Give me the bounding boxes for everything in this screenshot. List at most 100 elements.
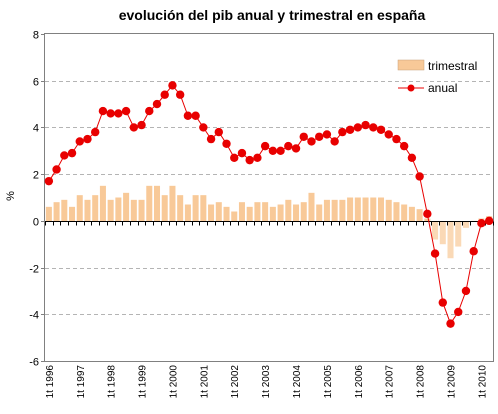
point-anual bbox=[330, 137, 339, 146]
bar-trimestral bbox=[362, 197, 369, 222]
bar-trimestral bbox=[161, 195, 168, 222]
point-anual bbox=[98, 106, 108, 116]
bar-trimestral bbox=[208, 204, 215, 222]
point-anual bbox=[276, 146, 285, 155]
point-anual bbox=[415, 172, 424, 181]
line-anual bbox=[44, 81, 494, 328]
bar-trimestral bbox=[84, 199, 91, 222]
point-anual bbox=[175, 90, 185, 99]
bar-trimestral bbox=[192, 195, 199, 222]
bar-trimestral bbox=[401, 204, 408, 222]
bar-trimestral bbox=[308, 192, 315, 222]
x-tick-label: 1t 2010 bbox=[477, 365, 488, 399]
point-anual bbox=[214, 127, 223, 137]
bar-trimestral bbox=[45, 206, 52, 222]
bar-trimestral bbox=[184, 204, 191, 222]
point-anual bbox=[454, 307, 463, 317]
bar-trimestral bbox=[231, 211, 238, 222]
x-tick-label: 1t 2003 bbox=[261, 365, 272, 399]
bar-trimestral bbox=[262, 202, 269, 222]
point-anual bbox=[67, 148, 77, 158]
point-anual bbox=[423, 209, 432, 219]
bar-trimestral bbox=[246, 206, 253, 222]
bar-trimestral bbox=[269, 206, 276, 222]
x-tick-label: 1t 1999 bbox=[138, 365, 149, 399]
bar-trimestral bbox=[293, 204, 300, 222]
point-anual bbox=[299, 132, 308, 141]
point-anual bbox=[106, 109, 115, 118]
legend-swatch-anual-marker bbox=[407, 84, 415, 92]
point-anual bbox=[353, 123, 363, 132]
bar-trimestral bbox=[215, 202, 222, 222]
bar-trimestral bbox=[177, 195, 184, 222]
bar-trimestral bbox=[370, 197, 377, 222]
bar-trimestral bbox=[285, 199, 292, 222]
point-anual bbox=[477, 218, 486, 228]
point-anual bbox=[345, 125, 355, 134]
point-anual bbox=[83, 134, 92, 144]
point-anual bbox=[60, 151, 69, 160]
point-anual bbox=[484, 216, 494, 226]
bar-trimestral bbox=[223, 206, 230, 222]
x-tick-label: 1t 2005 bbox=[323, 365, 334, 399]
bar-trimestral bbox=[300, 202, 307, 222]
bar-trimestral bbox=[416, 209, 423, 222]
bar-trimestral bbox=[238, 202, 245, 222]
point-anual bbox=[44, 176, 54, 186]
bar-trimestral bbox=[354, 197, 361, 222]
point-anual bbox=[384, 130, 393, 139]
bar-trimestral bbox=[61, 199, 68, 222]
x-tick-label: 1t 2000 bbox=[168, 365, 179, 399]
bar-trimestral bbox=[408, 206, 415, 222]
x-tick-label: 1t 1997 bbox=[76, 365, 87, 399]
bar-trimestral bbox=[99, 185, 106, 222]
bar-trimestral bbox=[447, 221, 454, 259]
plot-area-frame bbox=[44, 33, 494, 362]
point-anual bbox=[91, 127, 100, 137]
bar-trimestral bbox=[138, 199, 145, 222]
y-tick-label: 2 bbox=[33, 170, 39, 182]
y-tick-label: -6 bbox=[29, 357, 39, 369]
point-anual bbox=[392, 134, 401, 144]
point-anual bbox=[52, 165, 61, 174]
legend: trimestral anual bbox=[397, 59, 477, 95]
point-anual bbox=[183, 111, 193, 120]
line-anual-path bbox=[48, 84, 490, 325]
bar-trimestral bbox=[385, 199, 392, 222]
point-anual bbox=[75, 137, 84, 146]
x-tick-label: 1t 2001 bbox=[199, 365, 210, 399]
legend-label-anual: anual bbox=[428, 81, 457, 95]
point-anual bbox=[399, 141, 409, 151]
point-anual bbox=[338, 127, 347, 137]
point-anual bbox=[284, 141, 293, 151]
point-anual bbox=[469, 247, 478, 256]
point-anual bbox=[446, 319, 455, 328]
bar-trimestral bbox=[377, 197, 385, 222]
bar-trimestral bbox=[439, 221, 446, 245]
bar-trimestral bbox=[254, 202, 261, 222]
y-axis-label: % bbox=[5, 191, 17, 201]
point-anual bbox=[237, 148, 247, 158]
point-anual bbox=[291, 144, 301, 153]
point-anual bbox=[260, 141, 270, 151]
x-tick-label: 1t 1998 bbox=[107, 365, 118, 399]
y-tick-label: 8 bbox=[33, 30, 39, 42]
bar-trimestral bbox=[393, 202, 400, 222]
point-anual bbox=[268, 146, 278, 155]
point-anual bbox=[152, 99, 162, 109]
point-anual bbox=[121, 106, 131, 116]
x-axis-ticks: 1t 1996 1t 1997 1t 1998 1t 1999 1t 2000 1t 20… bbox=[45, 221, 494, 399]
point-anual bbox=[369, 123, 378, 132]
bar-trimestral bbox=[92, 195, 99, 222]
y-axis-ticks: -6 -4 -2 0 2 4 6 8 bbox=[29, 30, 45, 369]
point-anual bbox=[315, 132, 324, 141]
y-tick-label: 4 bbox=[33, 123, 39, 135]
point-anual bbox=[191, 111, 200, 120]
chart-title: evolución del pib anual y trimestral en … bbox=[119, 7, 426, 23]
point-anual bbox=[361, 120, 370, 130]
y-tick-label: 6 bbox=[33, 77, 39, 89]
bar-trimestral bbox=[347, 197, 354, 222]
bar-trimestral bbox=[200, 195, 207, 222]
